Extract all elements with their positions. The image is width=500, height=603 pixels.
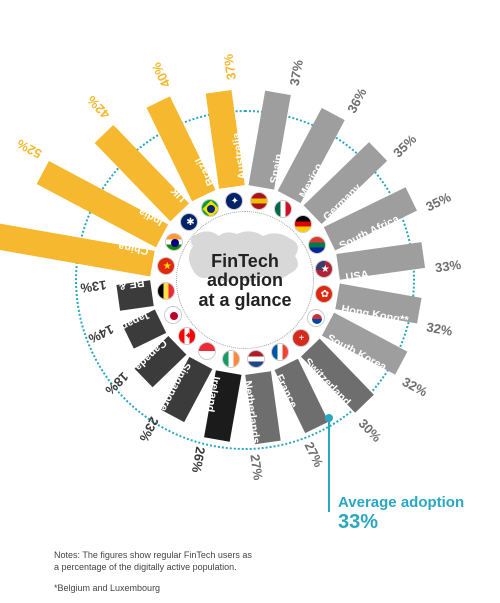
flag-icon bbox=[201, 199, 219, 217]
average-callout-line bbox=[328, 418, 330, 512]
footnote-line1: Notes: The figures show regular FinTech … bbox=[54, 550, 252, 562]
flag-icon bbox=[271, 343, 289, 361]
pct-label: 32% bbox=[400, 374, 430, 399]
average-label-pct: 33% bbox=[338, 511, 464, 534]
flag-icon: ★ bbox=[157, 257, 175, 275]
pct-label: 36% bbox=[344, 86, 369, 116]
flag-icon bbox=[294, 215, 312, 233]
pct-label: 30% bbox=[356, 416, 385, 445]
pct-label: 40% bbox=[149, 60, 174, 90]
flag-icon: + bbox=[292, 329, 310, 347]
pct-label: 27% bbox=[302, 440, 327, 470]
pct-label: 35% bbox=[423, 189, 453, 214]
pct-label: 33% bbox=[434, 257, 462, 275]
pct-label: 26% bbox=[189, 445, 208, 473]
average-label-text: Average adoption bbox=[338, 494, 464, 511]
pct-label: 37% bbox=[220, 53, 238, 81]
flag-icon: ✦ bbox=[225, 192, 243, 210]
flag-icon bbox=[308, 236, 326, 254]
average-callout-dot bbox=[325, 414, 333, 422]
pct-label: 37% bbox=[287, 58, 306, 86]
title-line2: adoption bbox=[190, 271, 300, 290]
pct-label: 32% bbox=[426, 319, 454, 338]
average-label: Average adoption33% bbox=[338, 494, 464, 534]
footnotes: Notes: The figures show regular FinTech … bbox=[54, 550, 252, 595]
center-title: FinTechadoptionat a glance bbox=[190, 252, 300, 310]
title-line1: FinTech bbox=[190, 252, 300, 271]
pct-label: 35% bbox=[390, 131, 419, 160]
radial-bar-chart: FinTechadoptionat a glanceChina69%★India… bbox=[0, 0, 500, 520]
pct-label: 52% bbox=[14, 136, 44, 161]
flag-icon bbox=[250, 192, 268, 210]
flag-icon bbox=[157, 282, 175, 300]
title-line3: at a glance bbox=[190, 291, 300, 310]
pct-label: 42% bbox=[84, 93, 113, 122]
pct-label: 27% bbox=[247, 453, 265, 481]
flag-icon: ✿ bbox=[315, 285, 333, 303]
flag-icon bbox=[222, 350, 240, 368]
flag-icon bbox=[274, 200, 292, 218]
flag-icon bbox=[307, 309, 325, 327]
flag-icon: ★ bbox=[315, 260, 333, 278]
pct-label: 23% bbox=[136, 414, 161, 444]
flag-icon: ✱ bbox=[180, 213, 198, 231]
flag-icon: ✦ bbox=[178, 327, 196, 345]
footnote-line3: *Belgium and Luxembourg bbox=[54, 583, 252, 595]
footnote-line2: a percentage of the digitally active pop… bbox=[54, 562, 252, 574]
flag-icon bbox=[198, 342, 216, 360]
